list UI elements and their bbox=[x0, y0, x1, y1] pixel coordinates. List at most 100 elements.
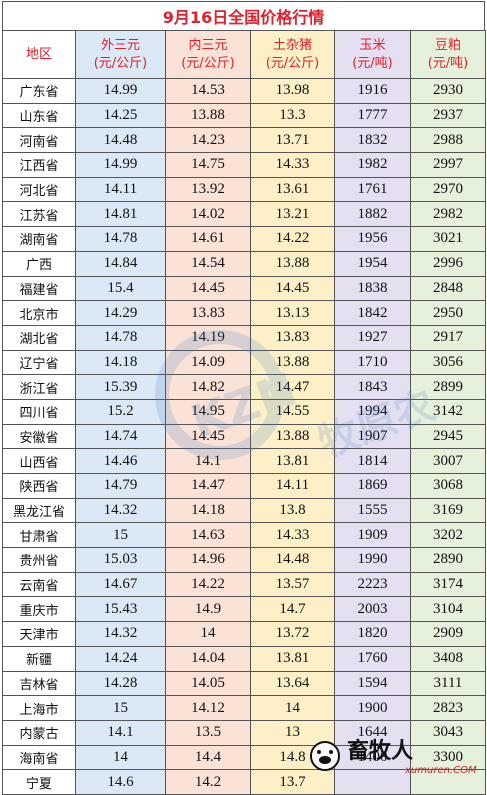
cell-outer: 15.2 bbox=[75, 398, 166, 425]
cell-region: 吉林省 bbox=[2, 670, 76, 697]
cell-soy: 2945 bbox=[410, 423, 486, 450]
cell-outer: 14.78 bbox=[75, 324, 166, 351]
cell-corn: 1555 bbox=[334, 497, 411, 524]
cell-soy: 3300 bbox=[410, 744, 486, 771]
cell-outer: 14.99 bbox=[75, 152, 166, 178]
cell-region: 辽宁省 bbox=[2, 349, 76, 376]
cell-soy: 3169 bbox=[410, 497, 486, 524]
cell-outer: 14 bbox=[75, 744, 166, 771]
cell-corn bbox=[334, 769, 411, 795]
cell-corn: 1916 bbox=[334, 78, 411, 104]
table-row: 湖南省 14.78 14.61 14.22 1956 3021 bbox=[2, 226, 486, 252]
cell-pig: 13 bbox=[250, 719, 335, 746]
cell-soy: 2848 bbox=[410, 275, 486, 302]
cell-outer: 15 bbox=[75, 522, 166, 549]
cell-region: 内蒙古 bbox=[2, 719, 76, 746]
cell-soy: 2917 bbox=[410, 324, 486, 351]
cell-inner: 14.05 bbox=[165, 670, 251, 697]
cell-inner: 14.23 bbox=[165, 127, 251, 154]
cell-inner: 14.95 bbox=[165, 398, 251, 425]
table-row: 陕西省 14.79 14.47 14.11 1869 3068 bbox=[2, 473, 486, 499]
header-pig-label: 土杂猪 bbox=[272, 37, 312, 53]
cell-region: 黑龙江省 bbox=[2, 497, 76, 524]
cell-inner: 14.9 bbox=[165, 596, 251, 623]
cell-inner: 14.61 bbox=[165, 226, 251, 252]
cell-inner: 14.53 bbox=[165, 78, 251, 104]
header-pig: 土杂猪 (元/公斤) bbox=[250, 30, 335, 79]
cell-pig: 13.61 bbox=[250, 176, 335, 203]
header-corn-unit: (元/吨) bbox=[352, 55, 393, 71]
cell-pig: 14.45 bbox=[250, 275, 335, 302]
cell-region: 安徽省 bbox=[2, 423, 76, 450]
cell-outer: 14.6 bbox=[75, 769, 166, 795]
cell-region: 北京市 bbox=[2, 300, 76, 326]
cell-outer: 14.29 bbox=[75, 300, 166, 326]
cell-pig: 14.7 bbox=[250, 596, 335, 623]
header-inner: 内三元 (元/公斤) bbox=[165, 30, 251, 79]
cell-region: 广东省 bbox=[2, 78, 76, 104]
cell-inner: 14 bbox=[165, 621, 251, 647]
header-row: 地区 外三元 (元/公斤) 内三元 (元/公斤) 土杂猪 (元/公斤) 玉米 (… bbox=[2, 30, 486, 79]
header-soy-label: 豆粕 bbox=[434, 37, 461, 53]
cell-corn: 1900 bbox=[334, 695, 411, 721]
cell-soy: 2930 bbox=[410, 78, 486, 104]
table-row: 北京市 14.29 13.83 13.13 1842 2950 bbox=[2, 300, 486, 326]
cell-soy: 3174 bbox=[410, 571, 486, 598]
cell-corn: 1710 bbox=[334, 349, 411, 376]
cell-inner: 13.5 bbox=[165, 719, 251, 746]
cell-region: 山东省 bbox=[2, 102, 76, 129]
header-outer-label: 外三元 bbox=[100, 37, 140, 53]
cell-corn: 1956 bbox=[334, 226, 411, 252]
table-row: 湖北省 14.78 14.19 13.83 1927 2917 bbox=[2, 324, 486, 351]
table-row: 重庆市 15.43 14.9 14.7 2003 3104 bbox=[2, 596, 486, 623]
table-row: 内蒙古 14.1 13.5 13 1644 3043 bbox=[2, 719, 486, 746]
cell-inner: 14.04 bbox=[165, 645, 251, 672]
cell-soy: 3111 bbox=[410, 670, 486, 697]
cell-pig: 13.98 bbox=[250, 78, 335, 104]
cell-outer: 14.99 bbox=[75, 78, 166, 104]
cell-inner: 14.54 bbox=[165, 250, 251, 277]
cell-outer: 15.39 bbox=[75, 374, 166, 400]
cell-corn: 1842 bbox=[334, 300, 411, 326]
cell-region: 上海市 bbox=[2, 695, 76, 721]
cell-pig: 13.21 bbox=[250, 201, 335, 228]
table-row: 山西省 14.46 14.1 13.81 1814 3007 bbox=[2, 448, 486, 474]
cell-inner: 14.12 bbox=[165, 695, 251, 721]
cell-soy: 3202 bbox=[410, 522, 486, 549]
table-row: 江苏省 14.81 14.02 13.21 1882 2982 bbox=[2, 201, 486, 228]
cell-outer: 14.32 bbox=[75, 621, 166, 647]
cell-corn: 1882 bbox=[334, 201, 411, 228]
cell-inner: 14.09 bbox=[165, 349, 251, 376]
cell-corn: 1777 bbox=[334, 102, 411, 129]
header-outer-unit: (元/公斤) bbox=[93, 55, 148, 71]
cell-soy: 2982 bbox=[410, 201, 486, 228]
cell-corn: 1761 bbox=[334, 176, 411, 203]
cell-soy: 2996 bbox=[410, 250, 486, 277]
header-corn: 玉米 (元/吨) bbox=[334, 30, 411, 79]
cell-outer: 14.81 bbox=[75, 201, 166, 228]
cell-soy: 2899 bbox=[410, 374, 486, 400]
cell-corn: 1832 bbox=[334, 127, 411, 154]
cell-soy: 2950 bbox=[410, 300, 486, 326]
cell-soy: 2823 bbox=[410, 695, 486, 721]
header-pig-unit: (元/公斤) bbox=[265, 55, 320, 71]
cell-inner: 13.92 bbox=[165, 176, 251, 203]
cell-pig: 13.57 bbox=[250, 571, 335, 598]
cell-soy: 3007 bbox=[410, 448, 486, 474]
cell-pig: 13.83 bbox=[250, 324, 335, 351]
cell-outer: 14.18 bbox=[75, 349, 166, 376]
cell-pig: 14.47 bbox=[250, 374, 335, 400]
cell-pig: 13.3 bbox=[250, 102, 335, 129]
cell-soy: 2970 bbox=[410, 176, 486, 203]
cell-soy: 2909 bbox=[410, 621, 486, 647]
cell-inner: 14.82 bbox=[165, 374, 251, 400]
header-soy-unit: (元/吨) bbox=[427, 55, 469, 71]
cell-region: 宁夏 bbox=[2, 769, 76, 795]
table-row: 新疆 14.24 14.04 13.81 1760 3408 bbox=[2, 645, 486, 672]
cell-outer: 15 bbox=[75, 695, 166, 721]
cell-inner: 14.18 bbox=[165, 497, 251, 524]
cell-region: 四川省 bbox=[2, 398, 76, 425]
cell-region: 天津市 bbox=[2, 621, 76, 647]
cell-soy: 3021 bbox=[410, 226, 486, 252]
